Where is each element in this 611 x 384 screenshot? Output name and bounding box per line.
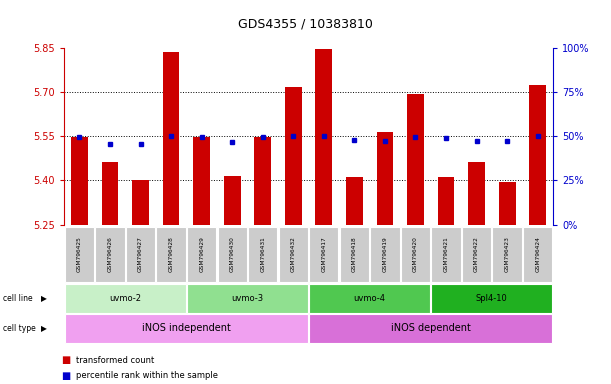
Bar <box>254 137 271 225</box>
Bar <box>376 132 393 225</box>
Text: cell line: cell line <box>3 294 32 303</box>
Bar <box>499 182 516 225</box>
Text: ■: ■ <box>61 371 70 381</box>
Text: GSM796417: GSM796417 <box>321 237 326 272</box>
Text: ■: ■ <box>61 355 70 365</box>
Text: GSM796422: GSM796422 <box>474 237 479 272</box>
Bar <box>163 52 180 225</box>
Bar <box>285 87 302 225</box>
Text: iNOS dependent: iNOS dependent <box>391 323 470 333</box>
Text: GSM796418: GSM796418 <box>352 237 357 272</box>
Text: GSM796419: GSM796419 <box>382 237 387 272</box>
Bar <box>193 137 210 225</box>
Bar <box>468 162 485 225</box>
Bar <box>224 176 241 225</box>
Bar <box>346 177 363 225</box>
Bar <box>101 162 119 225</box>
Text: cell type: cell type <box>3 324 36 333</box>
Text: uvmo-3: uvmo-3 <box>232 294 263 303</box>
Text: GSM796425: GSM796425 <box>77 237 82 272</box>
Text: GSM796427: GSM796427 <box>138 237 143 272</box>
Text: GSM796432: GSM796432 <box>291 237 296 272</box>
Bar <box>529 85 546 225</box>
Text: ▶: ▶ <box>41 324 47 333</box>
Text: uvmo-4: uvmo-4 <box>354 294 386 303</box>
Bar <box>315 49 332 225</box>
Bar <box>407 94 424 225</box>
Text: GDS4355 / 10383810: GDS4355 / 10383810 <box>238 17 373 30</box>
Text: GSM796429: GSM796429 <box>199 237 204 272</box>
Text: GSM796428: GSM796428 <box>169 237 174 272</box>
Text: GSM796423: GSM796423 <box>505 237 510 272</box>
Text: uvmo-2: uvmo-2 <box>109 294 141 303</box>
Text: iNOS independent: iNOS independent <box>142 323 231 333</box>
Text: ▶: ▶ <box>41 294 47 303</box>
Text: percentile rank within the sample: percentile rank within the sample <box>76 371 218 380</box>
Text: Spl4-10: Spl4-10 <box>476 294 508 303</box>
Text: GSM796431: GSM796431 <box>260 237 265 272</box>
Text: GSM796424: GSM796424 <box>535 237 540 272</box>
Bar <box>132 180 149 225</box>
Text: GSM796421: GSM796421 <box>444 237 448 272</box>
Text: transformed count: transformed count <box>76 356 155 365</box>
Bar <box>71 137 88 225</box>
Bar <box>437 177 455 225</box>
Text: GSM796420: GSM796420 <box>413 237 418 272</box>
Text: GSM796426: GSM796426 <box>108 237 112 272</box>
Text: GSM796430: GSM796430 <box>230 237 235 272</box>
